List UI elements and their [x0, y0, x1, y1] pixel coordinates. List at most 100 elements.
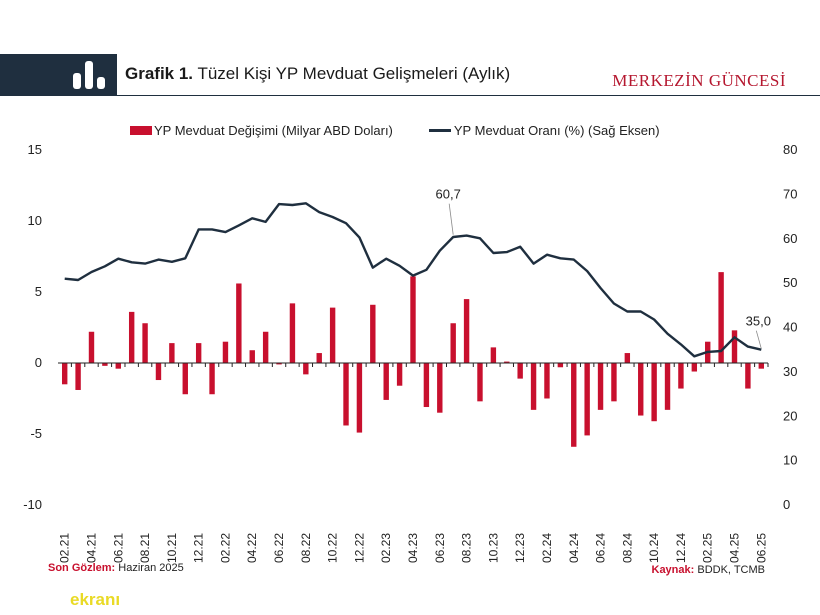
left-axis-tick-label: -5 [30, 426, 42, 441]
x-axis-tick-label: 10.23 [486, 533, 500, 563]
x-axis-tick-label: 02.24 [540, 533, 554, 563]
legend-bar-swatch [130, 126, 152, 135]
header-band [0, 54, 117, 96]
chart-legend: YP Mevduat Değişimi (Milyar ABD Doları) … [130, 123, 660, 138]
bar-mark [169, 343, 175, 363]
bar-mark [289, 303, 296, 363]
bar-mark [222, 341, 229, 363]
bar-mark [236, 283, 242, 363]
x-axis-tick-label: 08.23 [460, 533, 474, 563]
bar-mark [504, 361, 510, 363]
bar-mark [195, 343, 202, 363]
bar-mark [758, 363, 765, 369]
left-axis-tick-label: 15 [28, 142, 42, 157]
right-axis-tick-label: 50 [783, 275, 797, 290]
legend-item-line: YP Mevduat Oranı (%) (Sağ Eksen) [428, 123, 660, 138]
bar-mark [517, 363, 523, 379]
source-note: Kaynak: BDDK, TCMB [652, 564, 766, 576]
x-axis-tick-label: 04.22 [245, 533, 259, 563]
left-axis-tick-label: 5 [35, 284, 42, 299]
brand-logo: MERKEZİN GÜNCESİ [612, 71, 786, 90]
bar-mark [303, 363, 309, 375]
bar-mark [249, 350, 255, 363]
right-axis-tick-label: 20 [783, 408, 797, 423]
x-axis-tick-label: 10.21 [165, 533, 179, 563]
bar-mark [343, 363, 349, 426]
bar-mark [463, 299, 470, 363]
chart-logo-icon [73, 61, 105, 89]
bar-mark [638, 363, 644, 416]
bar-mark [276, 363, 282, 365]
bar-mark [128, 311, 135, 363]
annotation-leader [755, 330, 762, 349]
bar-mark [437, 363, 443, 413]
bar-mark [731, 330, 738, 363]
x-axis-tick-label: 12.21 [192, 533, 206, 563]
header-rule [117, 95, 820, 96]
bar-mark [115, 363, 121, 369]
bar-mark [571, 363, 577, 447]
left-axis-tick-label: -10 [23, 497, 42, 512]
bar-mark [584, 363, 590, 436]
bar-mark [88, 331, 95, 363]
right-axis-tick-label: 80 [783, 142, 797, 157]
bar-mark [597, 363, 604, 410]
bar-mark [61, 363, 68, 385]
bar-mark [142, 323, 148, 363]
right-axis-tick-label: 70 [783, 186, 797, 201]
x-axis-tick-label: 12.24 [674, 533, 688, 563]
bar-mark [624, 353, 631, 363]
x-axis-tick-label: 12.22 [352, 533, 366, 563]
x-axis-tick-label: 06.23 [433, 533, 447, 563]
x-axis-tick-label: 02.25 [701, 533, 715, 563]
watermark-text: ekranı [70, 590, 121, 609]
bar-mark [262, 331, 269, 363]
left-axis-tick-label: 10 [28, 213, 42, 228]
bar-mark [664, 363, 671, 410]
bar-mark [155, 363, 162, 381]
bar-mark [678, 363, 684, 389]
bar-mark [329, 307, 336, 363]
x-axis-tick-label: 10.24 [647, 533, 661, 563]
annotation-leader [448, 203, 454, 235]
bar-mark [370, 304, 376, 363]
bar-mark [410, 276, 416, 363]
bar-mark [396, 363, 403, 386]
bar-mark [651, 363, 657, 422]
x-axis-tick-label: 04.21 [84, 533, 98, 563]
bar-mark [490, 347, 497, 363]
bar-mark [530, 363, 537, 410]
bar-mark [718, 272, 724, 363]
x-axis-tick-label: 04.23 [406, 533, 420, 563]
bar-mark [423, 363, 430, 408]
x-axis-tick-label: 04.24 [567, 533, 581, 563]
right-axis-tick-label: 0 [783, 497, 790, 512]
title-text: Tüzel Kişi YP Mevduat Gelişmeleri (Aylık… [193, 64, 511, 83]
bar-mark [544, 363, 550, 399]
x-axis-tick-label: 02.23 [379, 533, 393, 563]
bar-mark [75, 363, 81, 390]
legend-item-bars: YP Mevduat Değişimi (Milyar ABD Doları) [130, 123, 393, 138]
right-axis-tick-label: 40 [783, 320, 797, 335]
bar-mark [691, 363, 698, 372]
bar-mark [316, 353, 322, 363]
bar-mark [450, 323, 456, 363]
legend-line-swatch [428, 129, 451, 132]
x-axis-tick-label: 08.24 [620, 533, 634, 563]
right-axis-tick-label: 60 [783, 231, 797, 246]
bar-mark [182, 363, 188, 395]
x-axis-tick-label: 06.24 [594, 533, 608, 563]
annotation-label: 35,0 [746, 314, 771, 329]
bar-mark [356, 363, 363, 433]
x-axis-tick-label: 12.23 [513, 533, 527, 563]
bar-mark [102, 363, 108, 366]
x-axis-tick-label: 08.22 [299, 533, 313, 563]
bar-mark [209, 363, 215, 395]
x-axis-tick-label: 02.22 [218, 533, 232, 563]
source-label: Kaynak: [651, 564, 695, 576]
x-axis-tick-label: 02.21 [58, 533, 72, 563]
title-number: Grafik 1. [125, 64, 194, 83]
right-axis-tick-label: 30 [783, 364, 797, 379]
x-axis-tick-label: 04.25 [728, 533, 742, 563]
